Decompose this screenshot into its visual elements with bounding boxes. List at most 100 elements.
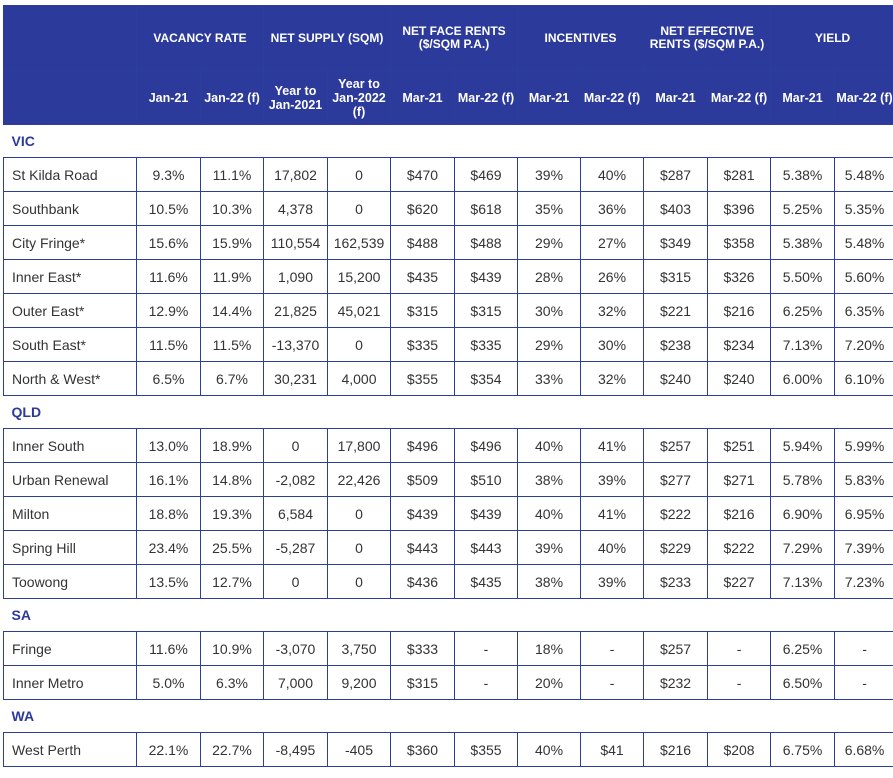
value-cell: 11.9% (200, 259, 264, 294)
value-cell: 7.29% (770, 530, 836, 565)
value-cell: 40% (517, 428, 582, 463)
value-cell: 6.00% (770, 361, 836, 396)
value-cell: 6.5% (136, 361, 201, 396)
value-cell: 30% (580, 327, 645, 362)
value-cell: 5.0% (136, 665, 201, 700)
table-row: Inner Metro 5.0% 6.3% 7,000 9,200 $315-20% - $2… (3, 665, 893, 700)
value-cell: 11.5% (200, 327, 264, 362)
submarket-name: St Kilda Road (3, 157, 137, 192)
value-cell: 39% (580, 462, 645, 497)
sub-header: Mar-22 (f) (834, 70, 893, 125)
value-cell: 25.5% (200, 530, 264, 565)
value-cell: $396 (707, 191, 772, 226)
value-cell: 6.75% (770, 732, 836, 767)
value-cell: - (707, 631, 772, 666)
value-cell: $315 (453, 293, 519, 328)
value-cell: $240 (643, 361, 709, 396)
value-cell: 32% (580, 361, 645, 396)
corner-cell (3, 70, 137, 125)
sub-header: Mar-21 (390, 70, 455, 125)
table-row: Fringe 11.6% 10.9% -3,070 3,750 $333-18% - $257… (3, 631, 893, 666)
value-cell: -3,070 (263, 631, 328, 666)
table-row: Spring Hill 23.4% 25.5% -5,287 0 $443 $443 39% 4… (3, 530, 893, 565)
value-cell: $222 (643, 496, 709, 531)
value-cell: $620 (390, 191, 455, 226)
value-cell: $234 (707, 327, 772, 362)
value-cell: 19.3% (200, 496, 264, 531)
region-label: VIC (3, 124, 893, 158)
value-cell: 32% (580, 293, 645, 328)
value-cell: $355 (390, 361, 455, 396)
value-cell: 12.7% (200, 564, 264, 599)
value-cell: 0 (327, 191, 391, 226)
value-cell: 5.38% (770, 225, 836, 260)
value-cell: -405 (327, 732, 391, 767)
value-cell: 5.50% (770, 259, 836, 294)
value-cell: $41 (580, 732, 645, 767)
value-cell: $257 (643, 631, 709, 666)
value-cell: 5.78% (770, 462, 836, 497)
value-cell: 0 (263, 564, 328, 599)
value-cell: 11.6% (136, 631, 201, 666)
value-cell: 7.39% (834, 530, 893, 565)
value-cell: 0 (263, 428, 328, 463)
value-cell: $315 (390, 293, 455, 328)
value-cell: 16.1% (136, 462, 201, 497)
value-cell: $257 (643, 428, 709, 463)
value-cell: 40% (517, 732, 582, 767)
value-cell: $349 (643, 225, 709, 260)
value-cell: 6.35% (834, 293, 893, 328)
value-cell: $233 (643, 564, 709, 599)
value-cell: 11.6% (136, 259, 201, 294)
value-cell: 5.99% (834, 428, 893, 463)
value-cell: $435 (390, 259, 455, 294)
submarket-name: Outer East* (3, 293, 137, 328)
sub-header: Mar-21 (517, 70, 582, 125)
table-row: Inner East* 11.6% 11.9% 1,090 15,200 $435 $439… (3, 259, 893, 294)
value-cell: $335 (390, 327, 455, 362)
value-cell: 7.13% (770, 327, 836, 362)
value-cell: $222 (707, 530, 772, 565)
value-cell: 45,021 (327, 293, 391, 328)
group-header-row: VACANCY RATE NET SUPPLY (SQM) NET FACE R… (3, 5, 893, 71)
value-cell: $216 (643, 732, 709, 767)
value-cell: $439 (390, 496, 455, 531)
value-cell: -5,287 (263, 530, 328, 565)
group-header: INCENTIVES (517, 5, 645, 71)
value-cell: $333 (390, 631, 455, 666)
submarket-name: Toowong (3, 564, 137, 599)
value-cell: 29% (517, 225, 582, 260)
value-cell: 40% (580, 530, 645, 565)
value-cell: 6.10% (834, 361, 893, 396)
value-cell: $618 (453, 191, 519, 226)
value-cell: $403 (643, 191, 709, 226)
value-cell: 10.3% (200, 191, 264, 226)
value-cell: - (834, 631, 893, 666)
group-header: VACANCY RATE (136, 5, 264, 71)
table-row: Urban Renewal 16.1% 14.8% -2,082 22,426 $509 $… (3, 462, 893, 497)
sub-header: Jan-22 (f) (200, 70, 264, 125)
value-cell: 21,825 (263, 293, 328, 328)
value-cell: $443 (453, 530, 519, 565)
submarket-name: Inner Metro (3, 665, 137, 700)
value-cell: $251 (707, 428, 772, 463)
value-cell: $240 (707, 361, 772, 396)
value-cell: $354 (453, 361, 519, 396)
value-cell: 41% (580, 496, 645, 531)
value-cell: 38% (517, 564, 582, 599)
value-cell: 6.3% (200, 665, 264, 700)
value-cell: $509 (390, 462, 455, 497)
value-cell: 11.5% (136, 327, 201, 362)
value-cell: 6.50% (770, 665, 836, 700)
value-cell: 18% (517, 631, 582, 666)
value-cell: 7,000 (263, 665, 328, 700)
group-header: NET FACE RENTS ($/SQM P.A.) (389, 5, 519, 71)
submarket-name: Southbank (3, 191, 137, 226)
sub-header: Jan-21 (136, 70, 201, 125)
value-cell: 6.95% (834, 496, 893, 531)
value-cell: 0 (327, 327, 391, 362)
value-cell: 28% (517, 259, 582, 294)
region-row: QLD (3, 395, 893, 429)
value-cell: $232 (643, 665, 709, 700)
value-cell: 5.60% (834, 259, 893, 294)
